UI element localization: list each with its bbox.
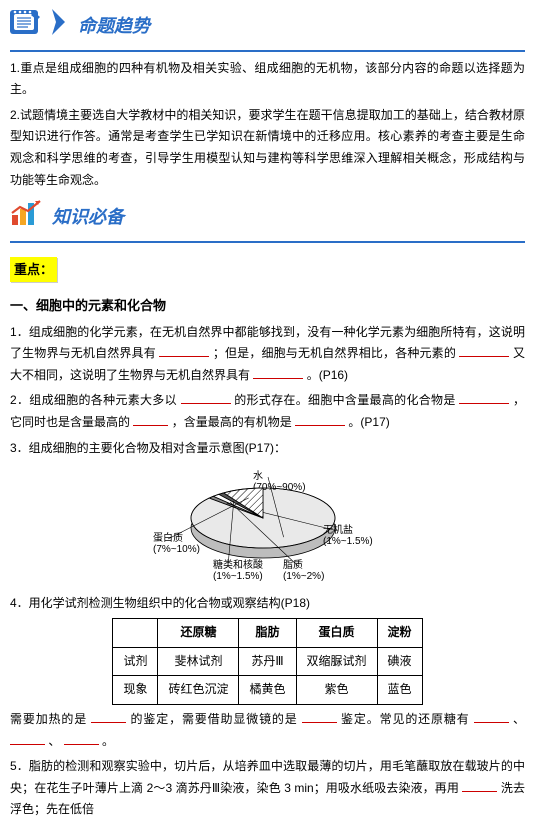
table-cell: 蓝色: [377, 676, 422, 705]
table-row: 试剂斐林试剂苏丹Ⅲ双缩脲试剂碘液: [113, 647, 422, 676]
blank: [462, 791, 497, 792]
text: 鉴定。常见的还原糖有: [341, 712, 470, 726]
table-header: [113, 619, 158, 648]
table-cell: 紫色: [296, 676, 377, 705]
table-row: 现象砖红色沉淀橘黄色紫色蓝色: [113, 676, 422, 705]
trend-p2: 2.试题情境主要选自大学教材中的相关知识，要求学生在题干信息提取加工的基础上，结…: [10, 105, 525, 191]
text: 的形式存在。细胞中含量最高的化合物是: [234, 393, 455, 407]
blank: [133, 425, 168, 426]
sec1-p5: 5．脂肪的检测和观察实验中，切片后，从培养皿中选取最薄的切片，用毛笔蘸取放在载玻…: [10, 756, 525, 821]
table-cell: 试剂: [113, 647, 158, 676]
svg-text:(1%~1.5%): (1%~1.5%): [213, 571, 263, 581]
table-cell: 碘液: [377, 647, 422, 676]
text: 的鉴定，需要借助显微镜的是: [131, 712, 298, 726]
blank: [253, 378, 303, 379]
sec1-p3: 3．组成细胞的主要化合物及相对含量示意图(P17)：: [10, 438, 525, 460]
blank: [459, 356, 509, 357]
text: 。(P16): [307, 368, 348, 382]
table-header: 脂肪: [239, 619, 296, 648]
key-label: 重点：: [10, 257, 57, 282]
text: ；但是，细胞与无机自然界相比，各种元素的: [213, 346, 456, 360]
blank: [295, 425, 345, 426]
svg-text:(7%~10%): (7%~10%): [153, 544, 200, 555]
trend-header: 命题趋势: [10, 8, 525, 44]
table-header: 还原糖: [158, 619, 239, 648]
blank: [181, 403, 231, 404]
table-cell: 斐林试剂: [158, 647, 239, 676]
table-cell: 苏丹Ⅲ: [239, 647, 296, 676]
text: 。(P17): [348, 415, 389, 429]
knowledge-title: 知识必备: [52, 201, 124, 233]
blank: [302, 722, 337, 723]
sec1-p2: 2．组成细胞的各种元素大多以 的形式存在。细胞中含量最高的化合物是 ，它同时也是…: [10, 390, 525, 433]
blank: [459, 403, 509, 404]
text: 2．组成细胞的各种元素大多以: [10, 393, 177, 407]
trend-p1: 1.重点是组成细胞的四种有机物及相关实验、组成细胞的无机物，该部分内容的命题以选…: [10, 58, 525, 101]
svg-text:脂质: 脂质: [283, 558, 303, 571]
knowledge-header: 知识必备: [10, 199, 525, 235]
blank: [159, 356, 209, 357]
detection-table: 还原糖脂肪蛋白质淀粉 试剂斐林试剂苏丹Ⅲ双缩脲试剂碘液现象砖红色沉淀橘黄色紫色蓝…: [112, 618, 422, 705]
table-cell: 橘黄色: [239, 676, 296, 705]
svg-text:(1%~1.5%): (1%~1.5%): [323, 536, 373, 547]
text: 5．脂肪的检测和观察实验中，切片后，从培养皿中选取最薄的切片，用毛笔蘸取放在载玻…: [10, 759, 525, 795]
table-cell: 双缩脲试剂: [296, 647, 377, 676]
header-divider: [10, 50, 525, 52]
header-divider-2: [10, 241, 525, 243]
sec1-title: 一、细胞中的元素和化合物: [10, 294, 525, 317]
text: 、: [513, 712, 525, 726]
text: 。: [102, 734, 114, 748]
table-header: 蛋白质: [296, 619, 377, 648]
sec1-p1: 1．组成细胞的化学元素，在无机自然界中都能够找到，没有一种化学元素为细胞所特有，…: [10, 322, 525, 387]
sec1-p4: 4．用化学试剂检测生物组织中的化合物或观察结构(P18): [10, 593, 525, 615]
bar-chart-icon: [10, 199, 44, 235]
text: 需要加热的是: [10, 712, 87, 726]
text: 、: [48, 734, 60, 748]
svg-text:蛋白质: 蛋白质: [153, 531, 183, 544]
text: ，含量最高的有机物是: [172, 415, 292, 429]
table-cell: 现象: [113, 676, 158, 705]
table-header: 淀粉: [377, 619, 422, 648]
table-cell: 砖红色沉淀: [158, 676, 239, 705]
after-table: 需要加热的是 的鉴定，需要借助显微镜的是 鉴定。常见的还原糖有 、 、 。: [10, 709, 525, 752]
svg-text:水: 水: [253, 470, 263, 482]
blank: [474, 722, 509, 723]
pie-chart: 水(70%~90%)无机盐(1%~1.5%)脂质(1%~2%)糖类和核酸(1%~…: [10, 463, 525, 589]
trend-title: 命题趋势: [78, 10, 150, 42]
notepad-icon: [10, 8, 44, 44]
svg-text:(1%~2%): (1%~2%): [283, 571, 324, 581]
blank: [91, 722, 126, 723]
chevron-icon: [52, 9, 70, 43]
svg-text:糖类和核酸: 糖类和核酸: [213, 558, 263, 571]
svg-text:无机盐: 无机盐: [323, 523, 353, 536]
